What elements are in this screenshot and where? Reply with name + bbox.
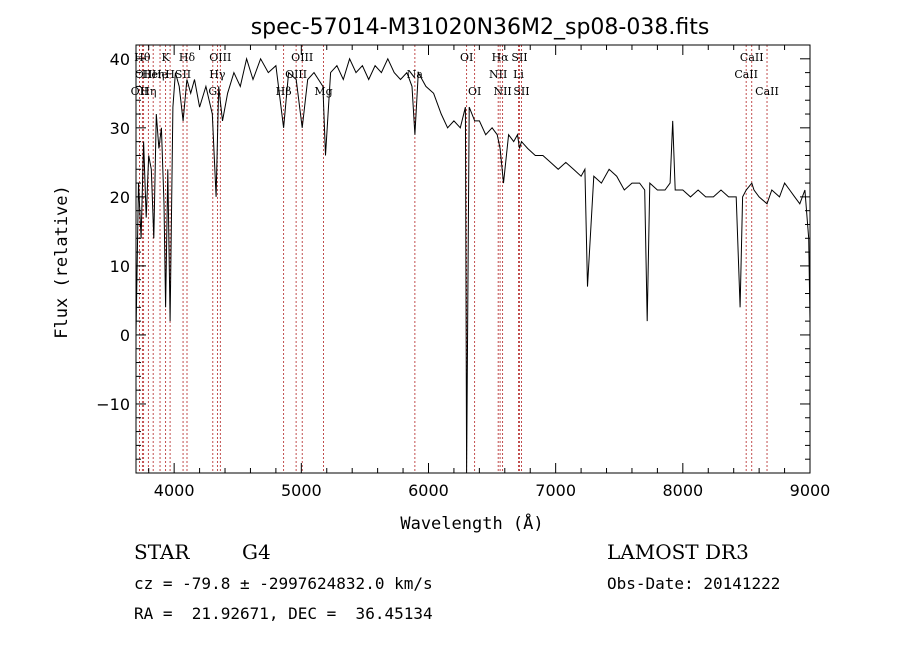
observation-date: Obs-Date: 20141222: [607, 574, 781, 593]
line-label-25: Li: [513, 68, 524, 81]
object-class: STAR: [134, 540, 190, 564]
x-axis: 4000 5000 6000 7000 8000 9000: [148, 45, 831, 500]
line-label-10: G: [208, 85, 217, 98]
line-label-8: Hδ: [179, 51, 196, 64]
line-label-14: OIII: [285, 68, 307, 81]
x-tick-label: 7000: [535, 481, 576, 500]
line-label-11: Hγ: [209, 68, 226, 81]
line-label-24: SII: [513, 85, 529, 98]
y-tick-label: 10: [110, 257, 130, 276]
y-tick-label: −10: [96, 395, 130, 414]
sky-coordinates: RA = 21.92671, DEC = 36.45134: [134, 604, 433, 623]
line-label-26: CaII: [734, 68, 758, 81]
x-tick-label: 6000: [408, 481, 449, 500]
line-label-7: H: [165, 68, 175, 81]
line-label-28: CaII: [755, 85, 779, 98]
line-label-23: SII: [511, 51, 527, 64]
plot-frame: [135, 44, 811, 474]
line-label-4: Heη: [142, 68, 165, 81]
line-label-21: Hα: [492, 51, 510, 64]
spectral-line-labels: OIIHθOIIHηHeηHeKHHδSIIGHγOIIIHβOIIIOIIIM…: [131, 51, 779, 98]
line-label-6: K: [162, 51, 171, 64]
line-label-9: SII: [175, 68, 191, 81]
x-tick-label: 8000: [662, 481, 703, 500]
y-tick-label: 30: [110, 119, 130, 138]
line-label-27: CaII: [740, 51, 764, 64]
object-subclass: G4: [242, 540, 271, 564]
redshift-velocity: cz = -79.8 ± -2997624832.0 km/s: [134, 574, 433, 593]
line-label-5: He: [152, 68, 168, 81]
line-label-3: Hη: [140, 85, 156, 98]
spectrum-series-line: [135, 56, 811, 474]
line-label-2: OII: [135, 68, 153, 81]
line-label-1: Hθ: [134, 51, 151, 64]
line-label-15: OIII: [291, 51, 313, 64]
y-axis: −10 0 10 20 30 40: [96, 44, 810, 460]
line-label-19: OI: [468, 85, 481, 98]
chart-title: spec-57014-M31020N36M2_sp08-038.fits: [251, 15, 710, 40]
y-axis-label: Flux (relative): [52, 185, 72, 339]
y-tick-label: 40: [110, 50, 130, 69]
line-label-20: NII: [489, 68, 507, 81]
x-tick-label: 4000: [154, 481, 195, 500]
y-tick-label: 0: [120, 326, 130, 345]
y-tick-label: 20: [110, 188, 130, 207]
x-axis-label: Wavelength (Å): [400, 512, 543, 534]
line-label-0: OII: [131, 85, 149, 98]
line-label-22: NII: [493, 85, 511, 98]
spectral-line-markers: [139, 45, 768, 473]
line-label-17: Na: [407, 68, 424, 81]
x-tick-label: 9000: [790, 481, 831, 500]
survey-name: LAMOST DR3: [607, 540, 749, 564]
x-tick-label: 5000: [281, 481, 322, 500]
line-label-12: OIII: [209, 51, 231, 64]
line-label-18: OI: [460, 51, 473, 64]
